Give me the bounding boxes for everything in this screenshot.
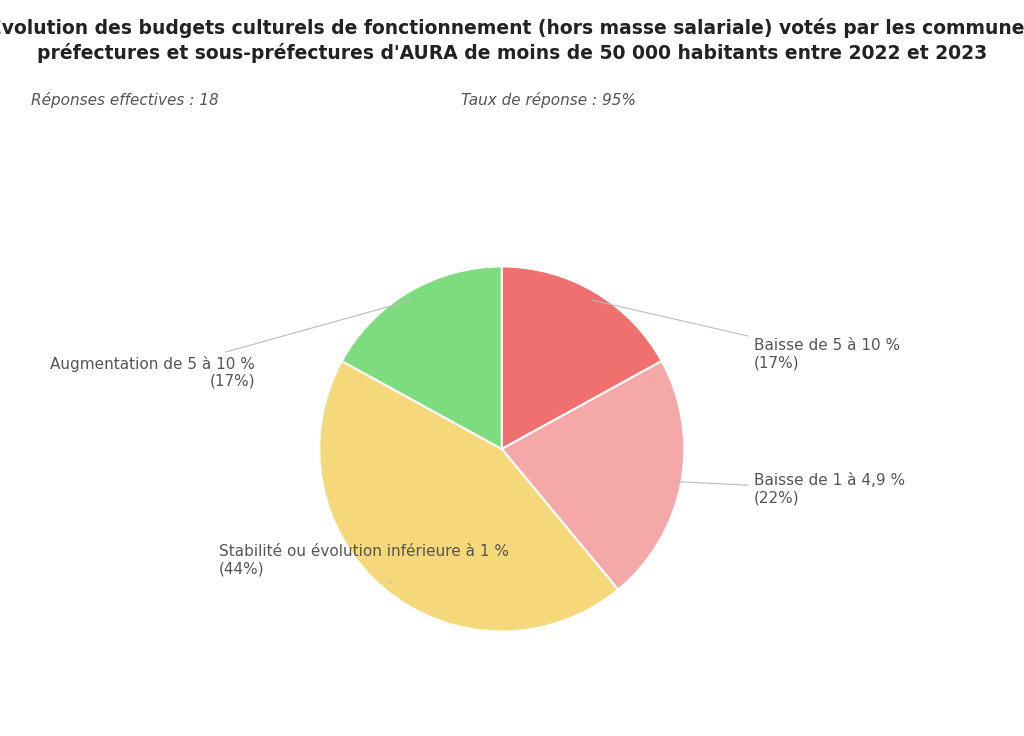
Wedge shape — [502, 361, 684, 590]
Text: préfectures et sous-préfectures d'AURA de moins de 50 000 habitants entre 2022 e: préfectures et sous-préfectures d'AURA d… — [37, 43, 987, 63]
Wedge shape — [342, 266, 502, 449]
Text: Taux de réponse : 95%: Taux de réponse : 95% — [461, 92, 636, 108]
Text: Baisse de 5 à 10 %
(17%): Baisse de 5 à 10 % (17%) — [593, 300, 900, 370]
Text: Evolution des budgets culturels de fonctionnement (hors masse salariale) votés p: Evolution des budgets culturels de fonct… — [0, 18, 1024, 38]
Wedge shape — [319, 361, 618, 631]
Text: Augmentation de 5 à 10 %
(17%): Augmentation de 5 à 10 % (17%) — [50, 300, 411, 389]
Text: Baisse de 1 à 4,9 %
(22%): Baisse de 1 à 4,9 % (22%) — [675, 473, 905, 506]
Text: Stabilité ou évolution inférieure à 1 %
(44%): Stabilité ou évolution inférieure à 1 % … — [219, 544, 509, 583]
Text: Réponses effectives : 18: Réponses effectives : 18 — [31, 92, 218, 108]
Wedge shape — [502, 266, 662, 449]
